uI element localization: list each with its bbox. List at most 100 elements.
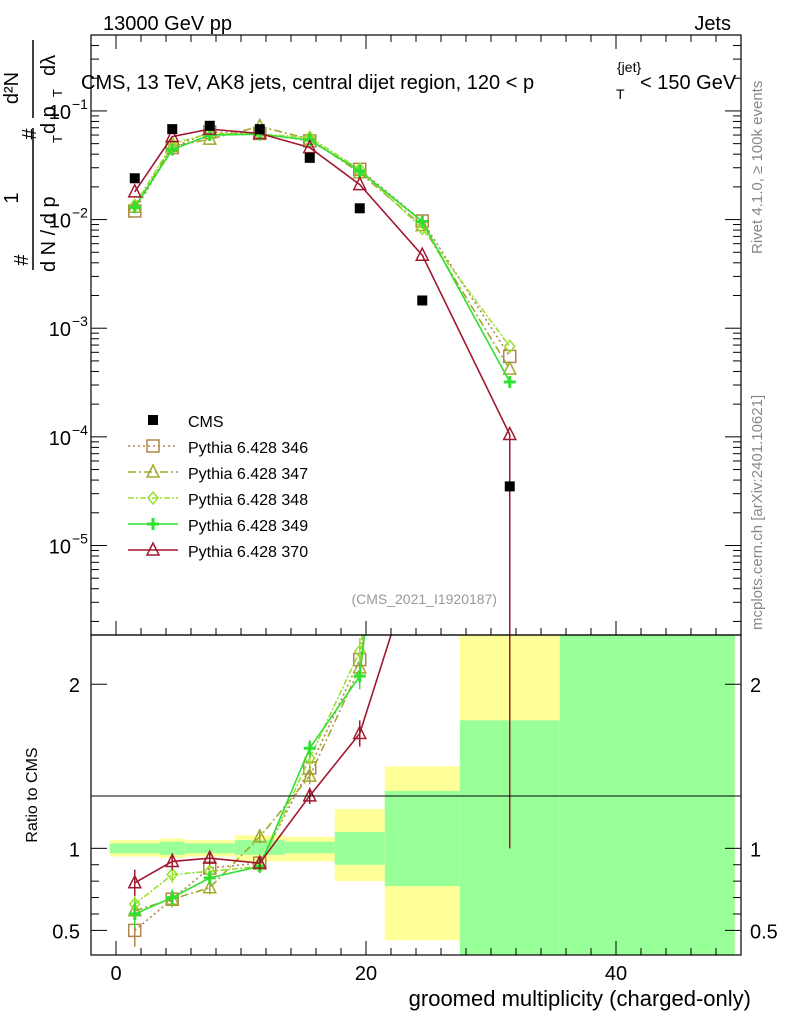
data-point-2 bbox=[204, 120, 215, 131]
green-band-0 bbox=[109, 843, 160, 854]
ratio-series bbox=[127, 137, 511, 947]
y-tick-exp-2: −3 bbox=[72, 313, 88, 329]
y-tick-label-1: 10 bbox=[49, 211, 71, 233]
ratio-4-point-0 bbox=[127, 874, 142, 889]
legend-label-2: Pythia 6.428 348 bbox=[188, 492, 308, 509]
series-line-2 bbox=[134, 132, 511, 347]
x-tick-label-2: 40 bbox=[605, 963, 627, 985]
legend-label-data: CMS bbox=[188, 414, 224, 431]
y-axis-label: 1 # d N / d p T # d²N d p T dλ bbox=[1, 40, 65, 272]
rivet-label: Rivet 4.1.0, ≥ 100k events bbox=[749, 81, 766, 254]
ratio-4-point-5 bbox=[352, 724, 367, 740]
series-1-point-2 bbox=[202, 130, 217, 145]
y-tick-exp-4: −5 bbox=[72, 530, 88, 546]
ylabel-dl: dλ bbox=[38, 55, 60, 76]
ratio-1-point-6 bbox=[416, 201, 428, 213]
ylabel-hash1: # bbox=[11, 254, 33, 266]
series-3-point-7 bbox=[503, 375, 516, 388]
series-3-point-1 bbox=[166, 143, 179, 156]
ratio-4-point-2 bbox=[202, 849, 217, 864]
legend-label-0: Pythia 6.428 346 bbox=[188, 440, 308, 457]
ratio-3-point-5 bbox=[353, 670, 366, 683]
legend-label-3: Pythia 6.428 349 bbox=[188, 518, 308, 535]
ratio-y-tick-label-2: 2 bbox=[69, 675, 80, 697]
ylabel-one: 1 bbox=[1, 192, 23, 203]
data-point-6 bbox=[417, 295, 428, 306]
legend-marker-4 bbox=[145, 541, 161, 556]
legend: CMS Pythia 6.428 346 Pythia 6.428 347 Pythi… bbox=[128, 414, 308, 561]
data-point-3 bbox=[254, 124, 265, 135]
ratio-line-3 bbox=[134, 635, 366, 915]
data-point-0 bbox=[129, 173, 140, 184]
data-point-7 bbox=[504, 481, 515, 492]
ratio-4-point-1 bbox=[165, 852, 180, 868]
data-point-5 bbox=[354, 203, 365, 214]
legend-marker-1 bbox=[145, 463, 161, 478]
legend-marker-2 bbox=[147, 490, 159, 506]
series-line-1 bbox=[134, 125, 511, 370]
ylabel-dpT: d p bbox=[38, 106, 60, 134]
y-tick-exp-1: −2 bbox=[72, 205, 88, 221]
legend-label-1: Pythia 6.428 347 bbox=[188, 466, 308, 483]
ratio-3-point-1 bbox=[166, 891, 179, 904]
analysis-id: (CMS_2021_I1920187) bbox=[351, 591, 497, 607]
ratio-line-2 bbox=[134, 635, 364, 905]
green-band-3 bbox=[234, 840, 285, 855]
green-band-4 bbox=[284, 841, 335, 854]
green-band-8 bbox=[559, 635, 735, 955]
ratio-line-4 bbox=[134, 635, 392, 884]
ratio-4-point-3 bbox=[252, 854, 267, 869]
y-tick-exp-0: −1 bbox=[72, 96, 88, 112]
ylabel-T2: T bbox=[50, 89, 65, 97]
ratio-3-point-4 bbox=[303, 742, 316, 755]
ratio-4-point-6 bbox=[416, 530, 428, 542]
energy-label: 13000 GeV pp bbox=[103, 13, 232, 35]
data-point-4 bbox=[304, 152, 315, 163]
title-sup: {jet} bbox=[617, 59, 641, 75]
series-3-point-0 bbox=[128, 201, 141, 214]
ratio-y-tick-label-right-0: 0.5 bbox=[750, 921, 778, 943]
main-series bbox=[127, 117, 517, 635]
y-tick-exp-3: −4 bbox=[72, 422, 88, 438]
y-tick-label-4: 10 bbox=[49, 536, 71, 558]
title-sub: T bbox=[616, 86, 625, 102]
series-4-point-5 bbox=[352, 175, 367, 191]
ratio-y-label: Ratio to CMS bbox=[24, 747, 41, 842]
series-3-point-6 bbox=[416, 215, 429, 228]
x-tick-label-1: 20 bbox=[355, 963, 377, 985]
legend-label-4: Pythia 6.428 370 bbox=[188, 544, 308, 561]
series-4-point-0 bbox=[127, 183, 142, 198]
chart-title: CMS, 13 TeV, AK8 jets, central dijet reg… bbox=[81, 72, 534, 94]
ylabel-dN: d N / d p bbox=[38, 196, 60, 272]
x-tick-label-0: 0 bbox=[110, 963, 121, 985]
ratio-1-point-3 bbox=[252, 828, 267, 843]
ylabel-hash2: # bbox=[19, 128, 41, 140]
legend-marker-0 bbox=[146, 439, 160, 453]
series-line-3 bbox=[134, 133, 511, 383]
ratio-1-point-4 bbox=[302, 767, 317, 782]
ratio-y-tick-label-1: 1 bbox=[69, 839, 80, 861]
legend-marker-3 bbox=[147, 518, 159, 530]
y-tick-label-2: 10 bbox=[49, 319, 71, 341]
ylabel-d2N: d²N bbox=[1, 72, 23, 104]
title-p: p bbox=[523, 72, 534, 94]
y-tick-label-3: 10 bbox=[49, 428, 71, 450]
green-band-6 bbox=[384, 790, 460, 887]
title-pre: CMS, 13 TeV, AK8 jets, central dijet reg… bbox=[81, 72, 517, 94]
y-tick-label-0: 10 bbox=[49, 102, 71, 124]
series-3-point-2 bbox=[203, 129, 216, 142]
series-1-point-7 bbox=[502, 360, 517, 375]
series-2-point-7 bbox=[503, 339, 516, 354]
ratio-0-point-6 bbox=[416, 170, 428, 182]
process-label: Jets bbox=[694, 13, 731, 35]
series-4-point-1 bbox=[165, 127, 180, 143]
x-axis-label: groomed multiplicity (charged-only) bbox=[409, 986, 751, 1011]
green-band-5 bbox=[334, 831, 385, 865]
series-line-0 bbox=[134, 131, 511, 357]
series-3-point-5 bbox=[353, 164, 366, 177]
mcplots-label: mcplots.cern.ch [arXiv:2401.10621] bbox=[749, 395, 766, 630]
ratio-3-point-6 bbox=[416, 137, 428, 149]
ylabel-T1: T bbox=[50, 135, 65, 143]
series-4-point-4 bbox=[302, 138, 317, 154]
